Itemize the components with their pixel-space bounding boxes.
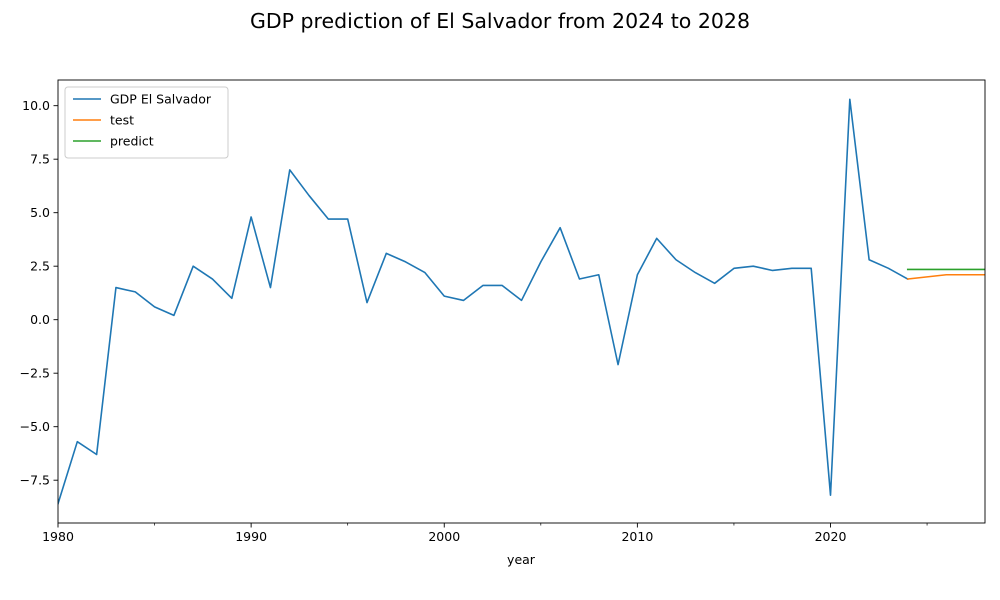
y-axis: −7.5 −5.0 −2.5 0.0 2.5 5.0 7.5 10.0 — [20, 98, 58, 488]
y-tick-label: 2.5 — [30, 259, 50, 274]
y-tick-label: 5.0 — [30, 205, 50, 220]
series-line-gdp-el-salvador — [58, 98, 909, 505]
y-tick-label: 10.0 — [22, 98, 50, 113]
legend: GDP El Salvador test predict — [64, 86, 229, 159]
x-tick-label: 2010 — [621, 529, 653, 544]
series-line-test — [906, 273, 985, 280]
x-axis-label: year — [507, 552, 536, 567]
chart-title: GDP prediction of El Salvador from 2024 … — [250, 9, 750, 33]
x-tick-label: 1990 — [235, 529, 267, 544]
legend-label-predict: predict — [110, 134, 154, 149]
x-axis: 1980 1990 2000 2010 2020 — [42, 523, 928, 544]
y-tick-label: −7.5 — [20, 473, 50, 488]
x-tick-label: 2020 — [815, 529, 847, 544]
legend-label-gdp-el-salvador: GDP El Salvador — [110, 92, 212, 107]
legend-label-test: test — [110, 113, 134, 128]
y-tick-label: 0.0 — [30, 312, 50, 327]
y-tick-label: −5.0 — [20, 419, 50, 434]
x-tick-label: 2000 — [428, 529, 460, 544]
plot-area — [57, 79, 986, 524]
series-group — [58, 98, 985, 505]
legend-box — [64, 86, 229, 159]
y-tick-label: −2.5 — [20, 366, 50, 381]
y-tick-label: 7.5 — [30, 152, 50, 167]
plot-frame — [57, 79, 986, 524]
x-tick-label: 1980 — [42, 529, 74, 544]
